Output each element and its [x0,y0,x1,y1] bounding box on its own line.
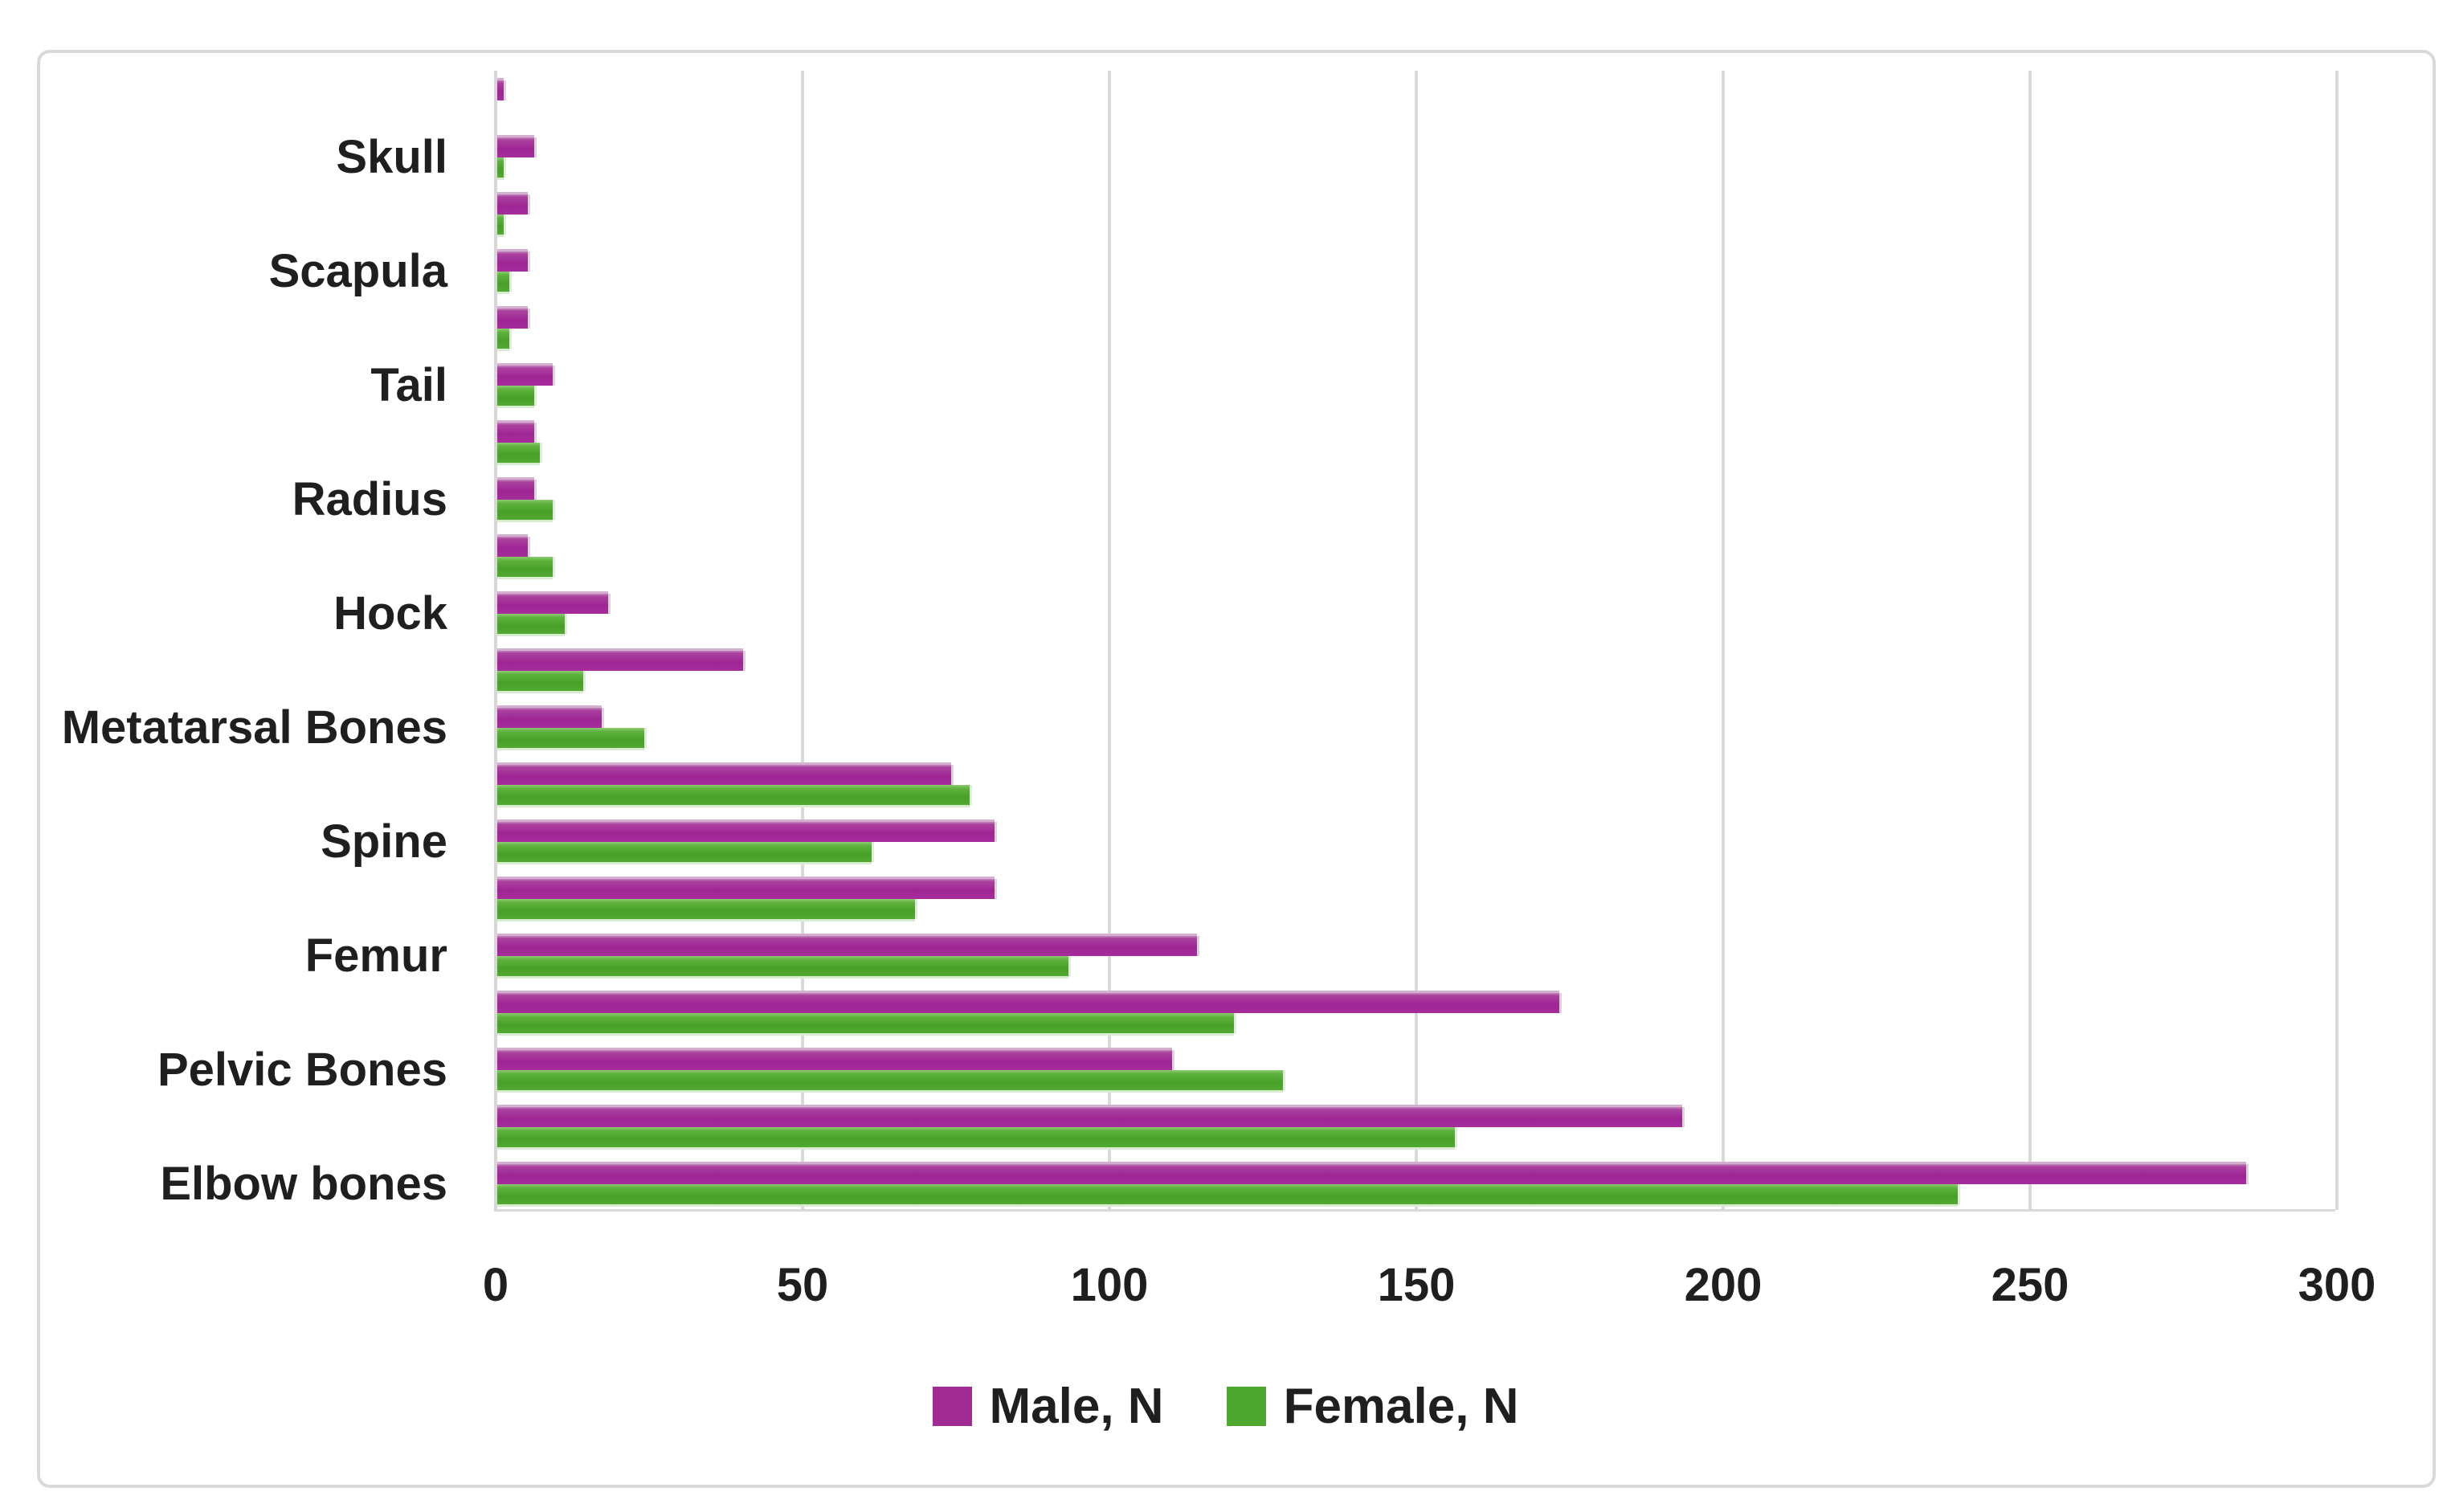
bar-female-row17 [497,1013,1234,1033]
bar-female-row15 [497,899,915,919]
bar-male-Elbow bones [497,1164,2247,1184]
bar-male-row19 [497,1107,1682,1127]
x-tick-0: 0 [482,1259,509,1311]
category-label-skull: Skull [336,131,447,183]
category-label-femur: Femur [304,930,447,982]
bar-male-Pelvic Bones [497,1050,1173,1070]
bar-male-Radius [497,480,534,500]
x-tick-300: 300 [2298,1259,2376,1311]
bar-male-Spine [497,822,995,842]
male-series-label: Male, N [989,1379,1164,1434]
bar-female-Elbow bones [497,1184,1959,1204]
bar-female-Skull [497,157,504,178]
gridline-200 [1722,71,1725,1210]
bar-male-Femur [497,936,1197,956]
legend: Male, N Female, N [932,1378,1519,1435]
bar-male-Skull [497,137,534,157]
x-tick-150: 150 [1377,1259,1456,1311]
x-tick-200: 200 [1684,1259,1763,1311]
category-label-metatarsal-bones: Metatarsal Bones [61,701,447,754]
bar-female-row19 [497,1127,1455,1147]
category-label-hock: Hock [333,587,447,640]
bar-female-Metatarsal Bones [497,728,645,748]
bar-male-Tail [497,366,553,386]
x-tick-50: 50 [776,1259,829,1311]
bar-male-Metatarsal Bones [497,708,602,728]
bar-female-Scapula [497,272,510,292]
category-label-radius: Radius [292,473,447,525]
bar-female-row7 [497,443,541,463]
bar-male-row17 [497,993,1559,1013]
bar-female-row11 [497,671,583,691]
category-label-elbow-bones: Elbow bones [160,1158,447,1210]
bar-male-row5 [497,309,529,329]
category-label-scapula: Scapula [268,245,447,297]
chart-border [37,50,2436,1488]
female-series-label: Female, N [1283,1379,1519,1434]
bar-male-row3 [497,194,529,215]
bar-female-Tail [497,386,534,406]
bar-male-row9 [497,537,529,557]
female-series-swatch [1226,1387,1266,1426]
bar-female-Radius [497,500,553,520]
legend-item-male: Male, N [932,1378,1164,1435]
gridline-100 [1108,71,1111,1210]
bar-male-row11 [497,651,743,671]
gridline-250 [2028,71,2032,1210]
gridline-150 [1415,71,1418,1210]
bar-female-row9 [497,557,553,577]
bar-male-Hock [497,594,608,614]
bar-female-Hock [497,614,566,634]
gridline-300 [2335,71,2339,1210]
bar-female-Pelvic Bones [497,1070,1283,1090]
bar-male-Scapula [497,251,529,272]
bar-female-row5 [497,329,510,349]
category-label-tail: Tail [370,359,447,411]
bar-female-Spine [497,842,872,862]
x-axis-line [494,1209,2335,1212]
bar-female-row3 [497,215,504,235]
x-tick-100: 100 [1070,1259,1149,1311]
category-label-pelvic-bones: Pelvic Bones [157,1044,447,1096]
bar-male-row13 [497,765,952,785]
legend-item-female: Female, N [1226,1378,1519,1435]
bar-male-row15 [497,879,995,899]
bar-female-Femur [497,956,1068,976]
bar-male-row1 [497,80,504,100]
category-label-spine: Spine [321,815,447,868]
bar-male-row7 [497,423,534,443]
x-tick-250: 250 [1991,1259,2069,1311]
male-series-swatch [932,1387,972,1426]
y-axis-line [494,71,497,1210]
gridline-50 [801,71,804,1210]
bar-female-row13 [497,785,970,805]
